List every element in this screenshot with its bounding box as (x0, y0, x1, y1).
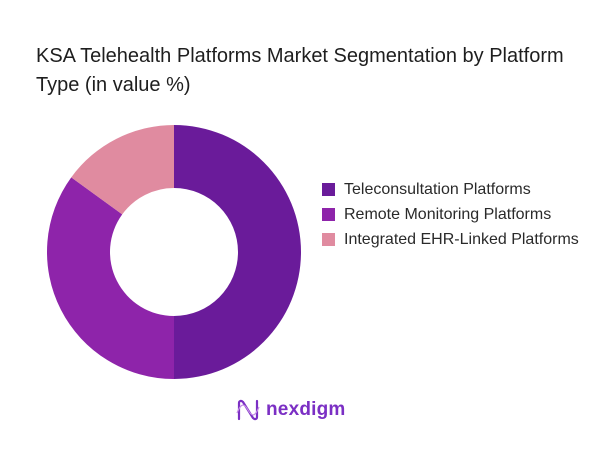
nexdigm-logo: nexdigm (236, 399, 346, 421)
logo-wave-icon (236, 399, 260, 421)
logo-text: nexdigm (266, 399, 346, 420)
legend: Teleconsultation Platforms Remote Monito… (322, 178, 602, 253)
donut-slice-2 (47, 177, 175, 379)
legend-item-ehr-linked: Integrated EHR-Linked Platforms (322, 228, 602, 251)
legend-swatch (322, 183, 335, 196)
legend-swatch (322, 233, 335, 246)
donut-slice-1 (174, 125, 301, 379)
legend-label: Teleconsultation Platforms (344, 181, 531, 198)
chart-title: KSA Telehealth Platforms Market Segmenta… (36, 45, 564, 96)
legend-item-remote-monitoring: Remote Monitoring Platforms (322, 203, 602, 226)
legend-item-teleconsultation: Teleconsultation Platforms (322, 178, 602, 201)
legend-swatch (322, 208, 335, 221)
legend-label: Integrated EHR-Linked Platforms (344, 231, 579, 248)
legend-label: Remote Monitoring Platforms (344, 206, 552, 223)
donut-slice-3 (71, 125, 174, 215)
